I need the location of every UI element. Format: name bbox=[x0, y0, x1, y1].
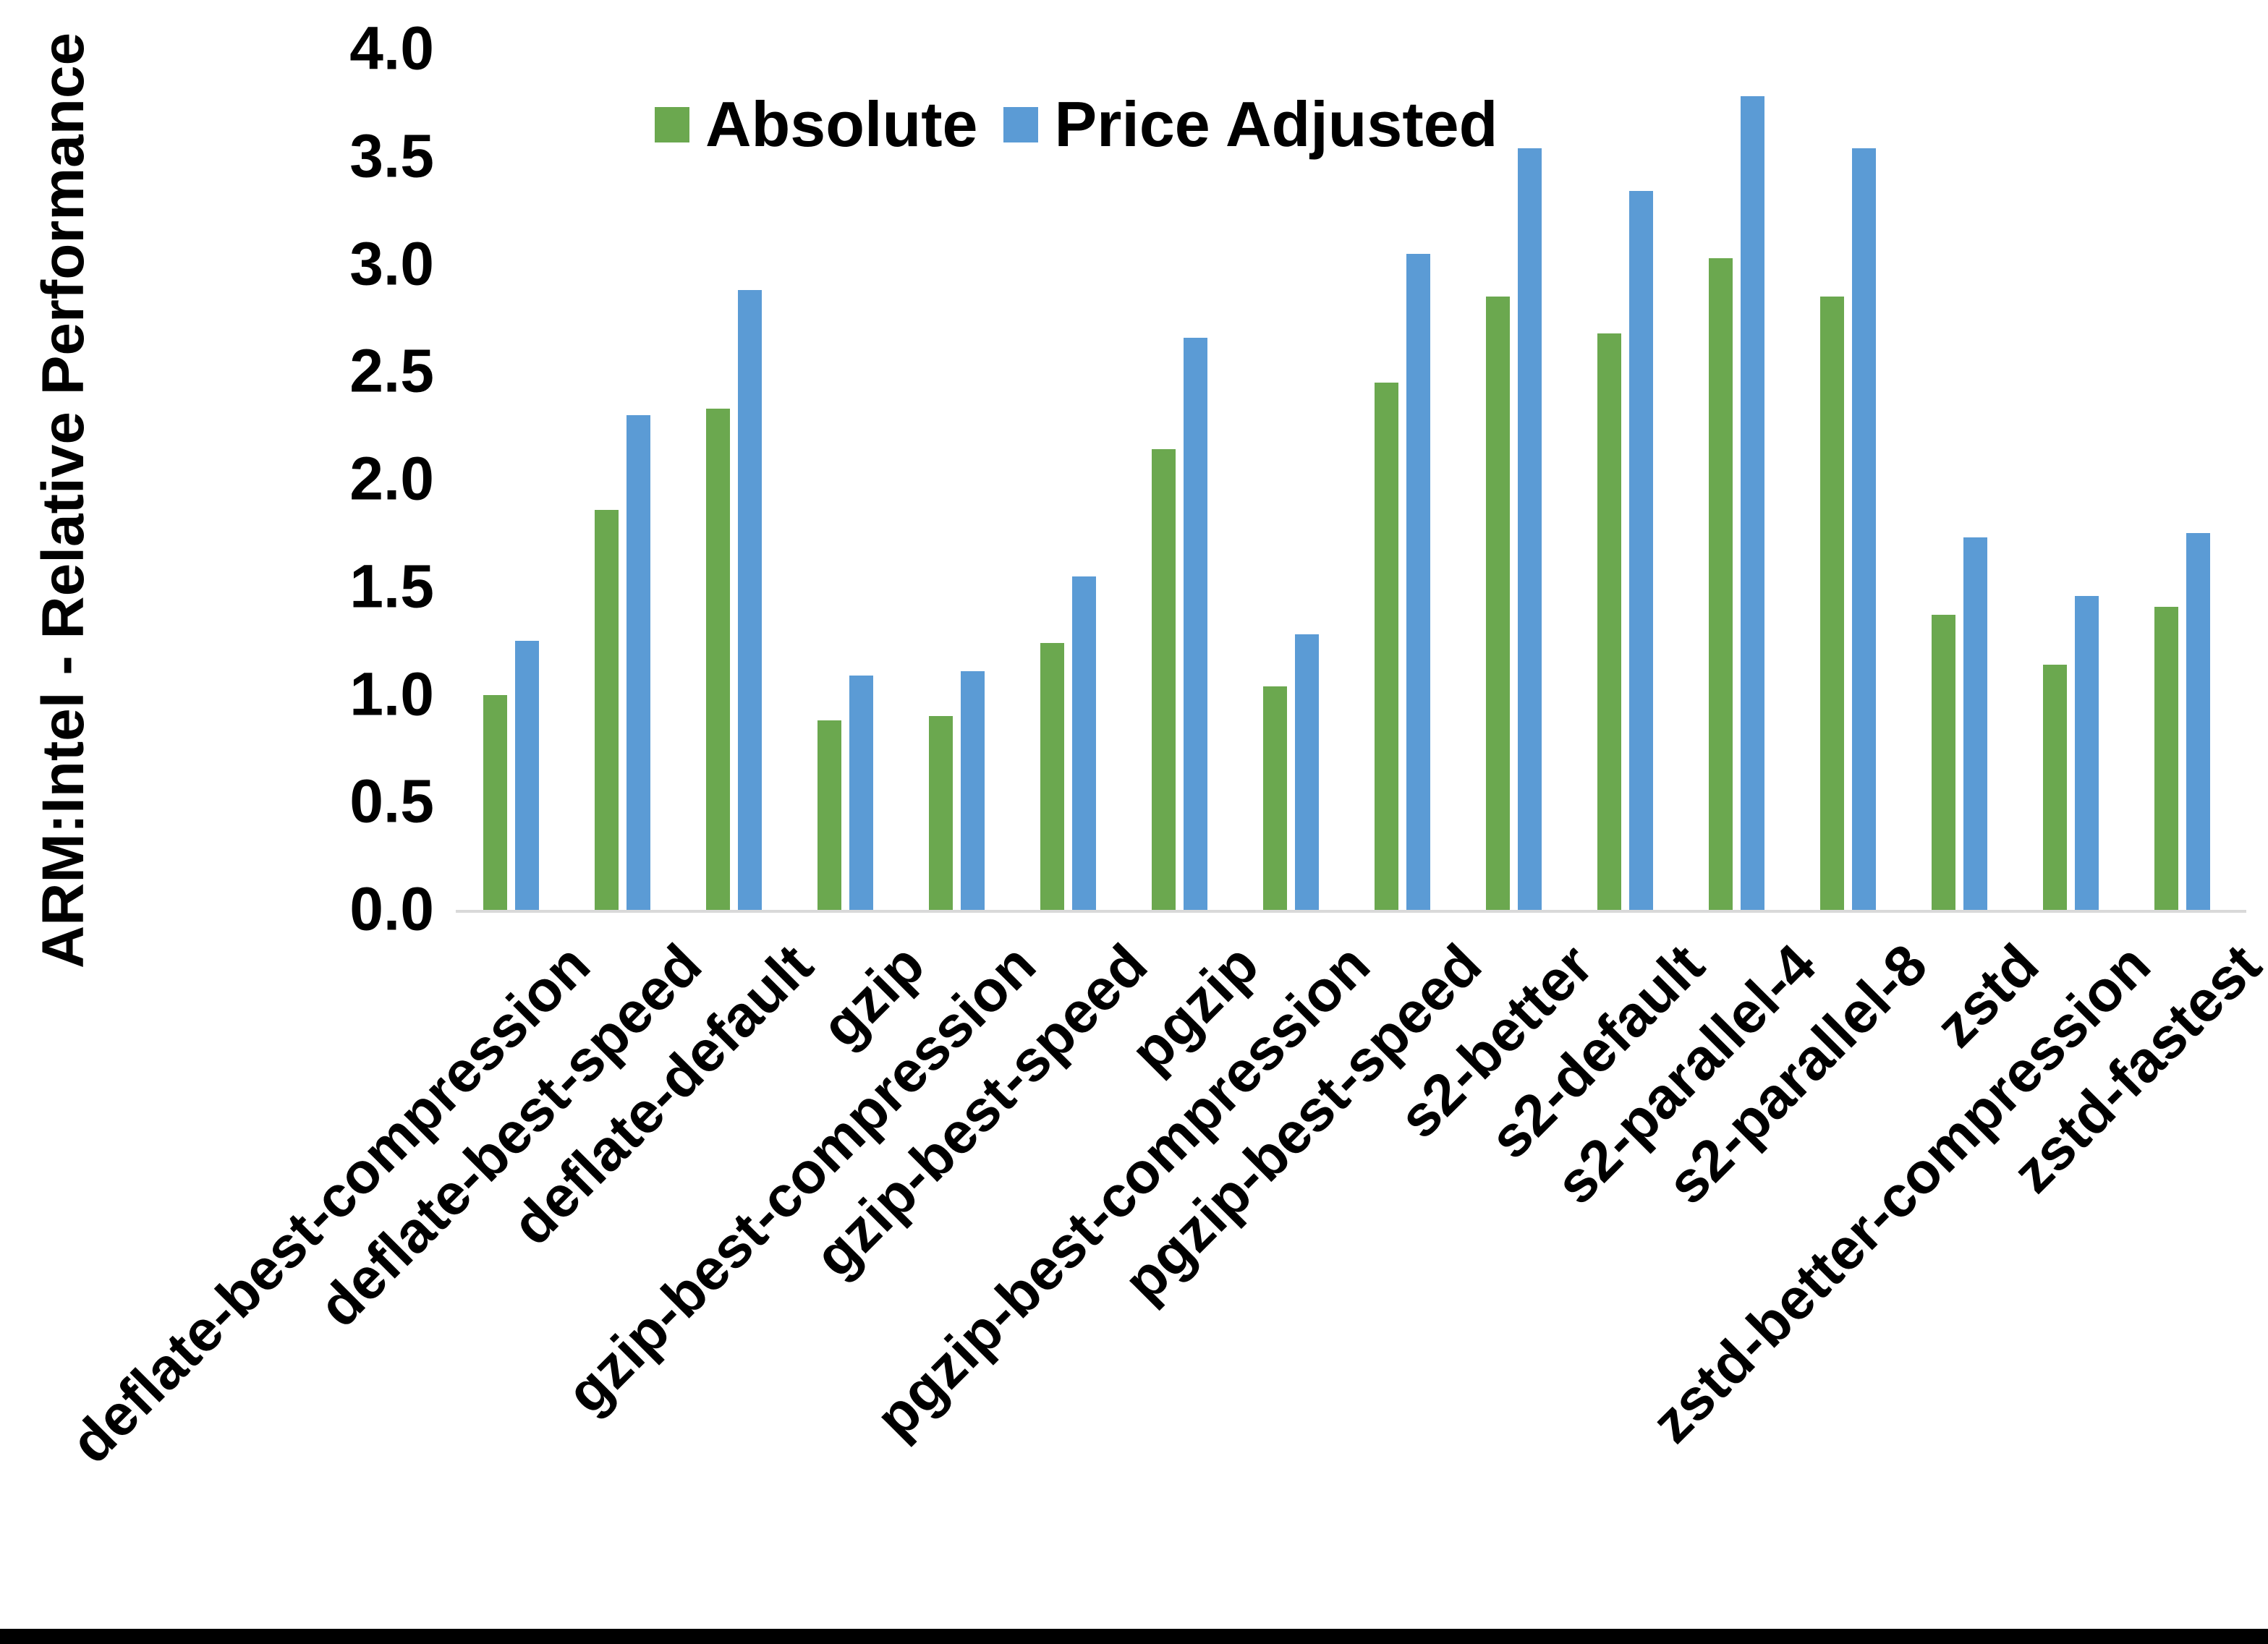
bar-gzip-best-compression-absolute bbox=[929, 716, 953, 910]
bar-gzip-price-adjusted bbox=[849, 675, 873, 910]
bar-s2-parallel-8-absolute bbox=[1820, 297, 1844, 910]
bar-gzip-absolute bbox=[817, 720, 841, 910]
chart-legend: Absolute Price Adjusted bbox=[655, 93, 1498, 156]
bar-s2-parallel-4-price-adjusted bbox=[1741, 96, 1764, 910]
bar-deflate-best-speed-price-adjusted bbox=[627, 414, 650, 910]
y-axis-tick-label-0.5: 0.5 bbox=[349, 767, 434, 835]
bar-zstd-absolute bbox=[1932, 615, 1955, 910]
legend-swatch-absolute bbox=[655, 106, 689, 142]
bar-gzip-best-compression-price-adjusted bbox=[961, 670, 985, 910]
y-axis-tick-label-1.5: 1.5 bbox=[349, 552, 434, 621]
bar-deflate-default-price-adjusted bbox=[738, 290, 762, 910]
bar-s2-default-price-adjusted bbox=[1629, 191, 1653, 910]
bar-gzip-best-speed-absolute bbox=[1040, 643, 1064, 910]
y-axis-tick-label-0.0: 0.0 bbox=[349, 874, 434, 943]
y-axis-tick-label-4.0: 4.0 bbox=[349, 14, 434, 82]
bar-deflate-best-speed-absolute bbox=[595, 509, 619, 910]
bar-s2-parallel-4-absolute bbox=[1709, 257, 1733, 910]
legend-swatch-price-adjusted bbox=[1003, 106, 1039, 142]
y-axis-tick-label-2.0: 2.0 bbox=[349, 444, 434, 513]
bar-s2-default-absolute bbox=[1597, 333, 1621, 910]
legend-label-absolute: Absolute bbox=[705, 88, 978, 160]
bar-deflate-best-compression-price-adjusted bbox=[515, 641, 539, 910]
bar-zstd-price-adjusted bbox=[1963, 537, 1987, 910]
bar-deflate-default-absolute bbox=[706, 408, 730, 910]
y-axis-tick-label-2.5: 2.5 bbox=[349, 336, 434, 405]
bar-pgzip-absolute bbox=[1152, 449, 1176, 910]
legend-item-price-adjusted: Price Adjusted bbox=[1003, 93, 1498, 156]
bar-deflate-best-compression-absolute bbox=[483, 694, 507, 910]
x-axis-line bbox=[456, 910, 2246, 913]
bar-gzip-best-speed-price-adjusted bbox=[1072, 576, 1096, 910]
y-axis-title: ARM:Intel - Relative Performance bbox=[30, 32, 96, 969]
y-axis-tick-label-3.5: 3.5 bbox=[349, 122, 434, 190]
bar-pgzip-best-compression-price-adjusted bbox=[1295, 634, 1319, 910]
bar-pgzip-best-speed-absolute bbox=[1375, 383, 1398, 910]
bar-zstd-fastest-absolute bbox=[2154, 606, 2178, 910]
legend-label-price-adjusted: Price Adjusted bbox=[1054, 88, 1498, 160]
legend-item-absolute: Absolute bbox=[655, 93, 977, 156]
bar-pgzip-best-compression-absolute bbox=[1263, 686, 1287, 910]
bar-zstd-better-compression-absolute bbox=[2043, 664, 2067, 910]
y-axis-tick-label-3.0: 3.0 bbox=[349, 229, 434, 297]
bar-zstd-better-compression-price-adjusted bbox=[2075, 595, 2099, 910]
y-axis-tick-label-1.0: 1.0 bbox=[349, 659, 434, 728]
bar-s2-better-price-adjusted bbox=[1518, 148, 1542, 910]
bottom-border-bar bbox=[0, 1629, 2268, 1644]
bar-zstd-fastest-price-adjusted bbox=[2186, 533, 2210, 910]
bar-pgzip-best-speed-price-adjusted bbox=[1406, 253, 1430, 910]
bar-s2-better-absolute bbox=[1486, 297, 1510, 910]
bar-s2-parallel-8-price-adjusted bbox=[1852, 148, 1876, 910]
bar-pgzip-price-adjusted bbox=[1184, 337, 1207, 910]
